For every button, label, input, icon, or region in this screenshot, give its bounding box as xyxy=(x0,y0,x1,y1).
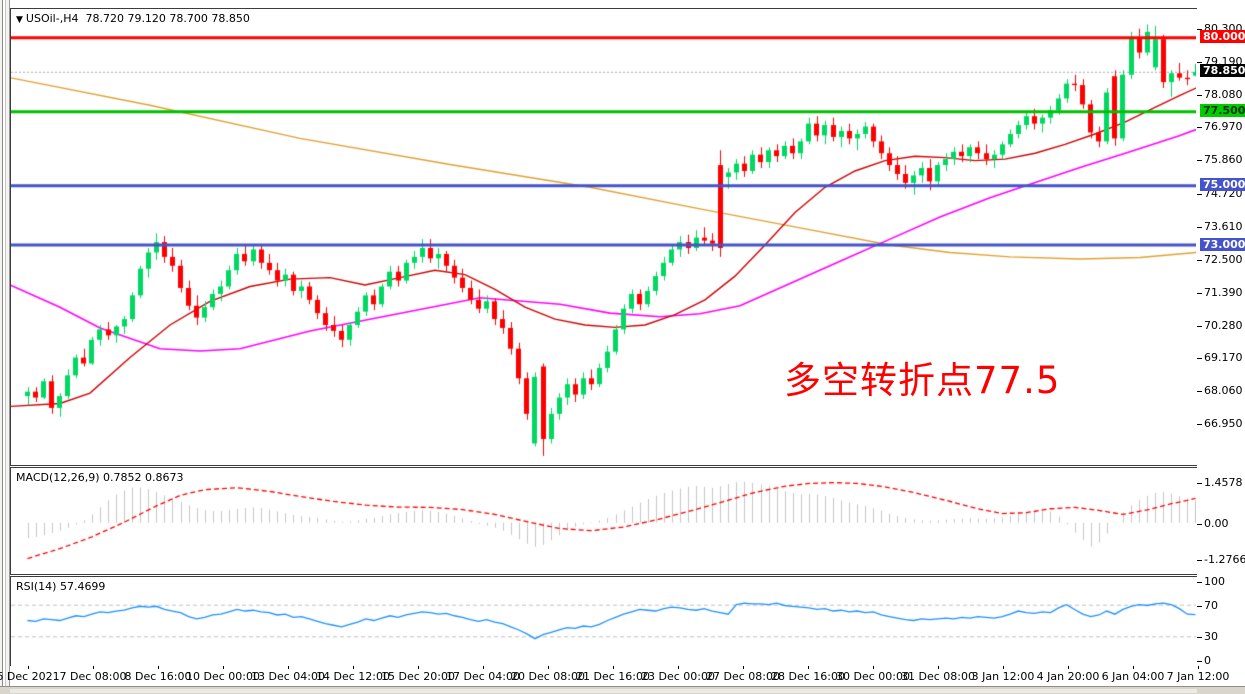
time-label: 4 Jan 20:00 xyxy=(1036,670,1100,683)
price-scale[interactable]: 80.300 79.190 78.080 76.970 75.860 74.720 73.6… xyxy=(1197,0,1245,694)
left-edge-groove xyxy=(2,0,6,694)
background-window-edge xyxy=(10,689,1197,693)
time-tick-mark xyxy=(613,666,614,669)
time-tick-mark xyxy=(1133,666,1134,669)
price-chart-canvas[interactable] xyxy=(11,9,1196,463)
chart-title: ▼ USOil-,H4 78.720 79.120 78.700 78.850 xyxy=(16,12,250,25)
price-badge-73.000: 73.000 xyxy=(1200,238,1245,251)
time-tick-mark xyxy=(353,666,354,669)
time-label: 30 Dec 00:00 xyxy=(836,670,910,683)
time-label: 31 Dec 08:00 xyxy=(901,670,975,683)
time-tick-mark xyxy=(1198,666,1199,669)
price-tick: 70.280 xyxy=(1197,319,1243,332)
time-label: 27 Dec 08:00 xyxy=(706,670,780,683)
price-tick: 78.080 xyxy=(1197,88,1243,101)
rsi-tick: 30 xyxy=(1197,630,1218,643)
rsi-tick: 70 xyxy=(1197,599,1218,612)
time-tick-mark xyxy=(873,666,874,669)
macd-indicator-panel[interactable]: MACD(12,26,9) 0.7852 0.8673 xyxy=(10,467,1199,575)
time-label: 28 Dec 16:00 xyxy=(771,670,845,683)
time-label: 10 Dec 00:00 xyxy=(186,670,260,683)
time-tick-mark xyxy=(28,666,29,669)
time-tick-mark xyxy=(158,666,159,669)
price-tick: 71.390 xyxy=(1197,286,1243,299)
rsi-canvas[interactable] xyxy=(11,577,1196,665)
price-tick: 73.610 xyxy=(1197,220,1243,233)
time-tick-mark xyxy=(1068,666,1069,669)
chart-text-annotation[interactable]: 多空转折点77.5 xyxy=(784,359,1061,402)
rsi-indicator-panel[interactable]: RSI(14) 57.4699 xyxy=(10,576,1199,668)
macd-tick: 0.00 xyxy=(1197,517,1229,530)
price-badge-75.000: 75.000 xyxy=(1200,178,1245,191)
time-tick-mark xyxy=(223,666,224,669)
price-badge-78.850: 78.850 xyxy=(1200,64,1245,77)
time-label: 20 Dec 08:00 xyxy=(511,670,585,683)
time-label: 17 Dec 04:00 xyxy=(446,670,520,683)
time-tick-mark xyxy=(288,666,289,669)
time-label: 15 Dec 20:00 xyxy=(381,670,455,683)
time-tick-mark xyxy=(93,666,94,669)
macd-tick: -1.2766 xyxy=(1197,553,1245,566)
time-label: 14 Dec 12:00 xyxy=(316,670,390,683)
time-label: 7 Dec 08:00 xyxy=(59,670,127,683)
symbol-dropdown-icon[interactable]: ▼ xyxy=(16,15,23,25)
time-tick-mark xyxy=(483,666,484,669)
time-tick-mark xyxy=(938,666,939,669)
price-tick: 69.170 xyxy=(1197,351,1243,364)
background-window-strip xyxy=(0,686,1245,694)
time-label: 6 Dec 2021 xyxy=(0,670,60,683)
macd-label: MACD(12,26,9) 0.7852 0.8673 xyxy=(16,471,184,484)
time-tick-mark xyxy=(678,666,679,669)
time-tick-mark xyxy=(548,666,549,669)
time-axis[interactable]: 6 Dec 2021 7 Dec 08:00 8 Dec 16:00 10 Dec 0… xyxy=(0,666,1229,685)
time-tick-mark xyxy=(1003,666,1004,669)
rsi-tick: 0 xyxy=(1197,654,1211,667)
price-tick: 72.500 xyxy=(1197,253,1243,266)
price-badge-80.000: 80.000 xyxy=(1200,30,1245,43)
time-tick-mark xyxy=(808,666,809,669)
time-label: 13 Dec 04:00 xyxy=(251,670,325,683)
time-label: 23 Dec 00:00 xyxy=(641,670,715,683)
macd-canvas[interactable] xyxy=(11,468,1196,572)
price-tick: 66.950 xyxy=(1197,417,1243,430)
workspace-left-edge xyxy=(0,0,10,694)
time-label: 8 Dec 16:00 xyxy=(124,670,192,683)
price-chart-panel[interactable]: ▼ USOil-,H4 78.720 79.120 78.700 78.850 多… xyxy=(10,8,1199,466)
price-tick: 68.060 xyxy=(1197,384,1243,397)
price-tick: 76.970 xyxy=(1197,120,1243,133)
time-label: 3 Jan 12:00 xyxy=(971,670,1035,683)
macd-tick: 1.4578 xyxy=(1197,476,1243,489)
price-tick: 75.860 xyxy=(1197,153,1243,166)
time-label: 7 Jan 12:00 xyxy=(1166,670,1230,683)
rsi-tick: 100 xyxy=(1197,575,1225,588)
time-tick-mark xyxy=(418,666,419,669)
price-badge-77.500: 77.500 xyxy=(1200,104,1245,117)
time-tick-mark xyxy=(743,666,744,669)
chart-title-text: USOil-,H4 78.720 79.120 78.700 78.850 xyxy=(25,12,250,25)
time-label: 21 Dec 16:00 xyxy=(576,670,650,683)
rsi-label: RSI(14) 57.4699 xyxy=(16,580,106,593)
time-label: 6 Jan 04:00 xyxy=(1101,670,1165,683)
